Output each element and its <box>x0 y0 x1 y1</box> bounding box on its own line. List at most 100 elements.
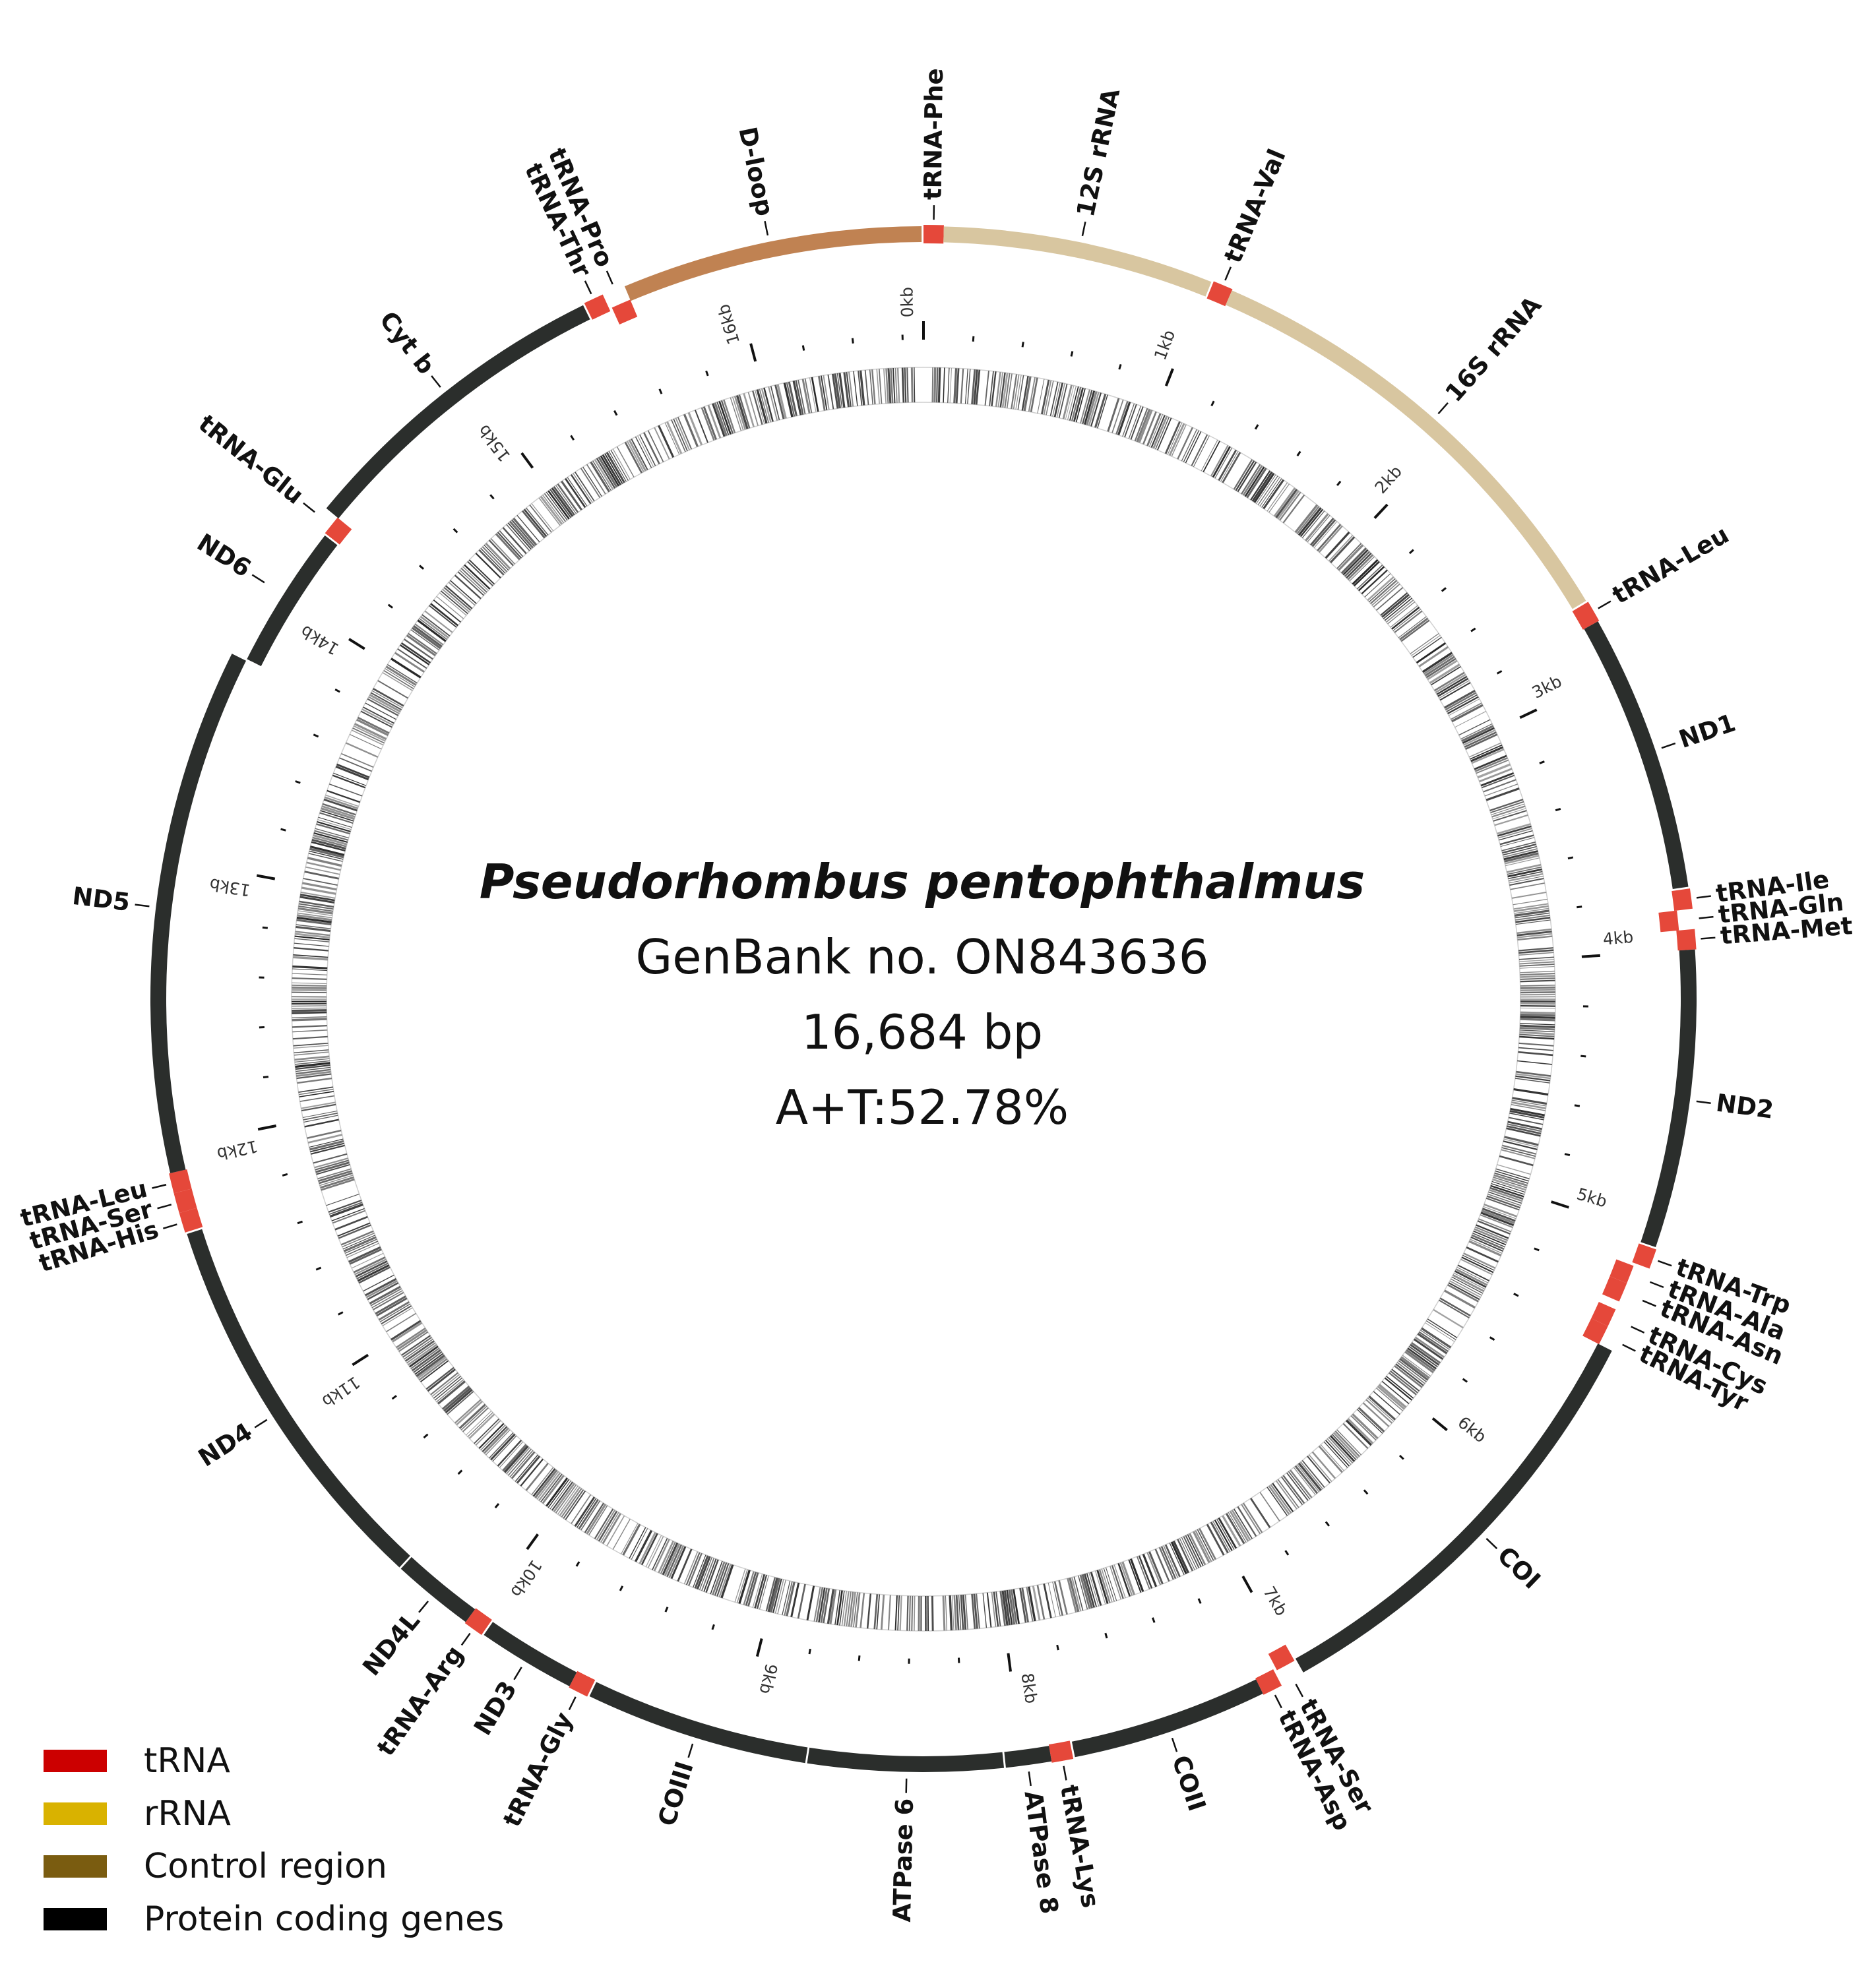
gc-stripe <box>1510 1107 1545 1117</box>
gc-stripe <box>1461 725 1494 743</box>
gc-stripe <box>398 1331 429 1352</box>
gc-stripe <box>606 452 625 483</box>
gc-stripe <box>373 1291 404 1310</box>
gc-stripe <box>292 1016 327 1019</box>
gc-stripe <box>571 1494 592 1524</box>
gc-stripe <box>417 1356 447 1379</box>
gc-stripe <box>1115 400 1129 435</box>
gc-stripe <box>343 1236 377 1252</box>
gc-stripe <box>456 1400 484 1426</box>
gc-stripe <box>815 1587 824 1622</box>
gc-stripe <box>1036 1585 1046 1620</box>
minor-tick <box>391 1395 397 1400</box>
gc-stripe <box>317 819 352 830</box>
gc-stripe <box>1448 1282 1480 1301</box>
gc-stripe <box>843 372 850 408</box>
gc-stripe <box>387 664 418 684</box>
gene-block-trna-gln <box>1658 910 1679 933</box>
gc-stripe <box>612 1518 631 1550</box>
gc-stripe <box>953 368 958 404</box>
major-tick <box>755 1638 763 1657</box>
gc-stripe <box>1187 1534 1204 1566</box>
gene-block-nd4l <box>400 1556 476 1622</box>
gc-stripe <box>1358 1407 1385 1432</box>
gc-stripe <box>328 1199 362 1213</box>
minor-tick <box>1296 450 1301 456</box>
gc-stripe <box>1346 552 1372 579</box>
gc-stripe <box>694 1555 709 1589</box>
minor-tick <box>1104 1632 1108 1639</box>
gc-stripe <box>653 1539 670 1572</box>
gc-stripe <box>1473 1230 1507 1246</box>
gc-stripe <box>1056 383 1065 418</box>
gc-stripe <box>1518 1047 1553 1051</box>
label-leader <box>687 1743 694 1758</box>
gc-stripe <box>1470 746 1504 762</box>
gc-stripe <box>1183 430 1200 462</box>
gc-stripe <box>503 1445 529 1473</box>
gc-stripe <box>1503 850 1538 861</box>
gc-stripe <box>1398 1360 1427 1382</box>
kb-label: 7kb <box>1259 1583 1291 1619</box>
gc-stripe <box>1242 465 1263 496</box>
gc-stripe <box>1121 1561 1136 1595</box>
gc-stripe <box>298 905 334 912</box>
gc-stripe <box>899 1595 902 1631</box>
gc-stripe <box>827 1589 834 1624</box>
gc-stripe <box>1041 379 1050 415</box>
gc-stripe <box>294 1049 329 1054</box>
gc-stripe <box>466 1411 492 1436</box>
gc-stripe <box>1069 1577 1080 1613</box>
gc-stripe <box>1235 460 1255 491</box>
gc-stripe <box>770 1578 781 1613</box>
minor-tick <box>1056 1644 1059 1651</box>
gc-stripe <box>962 1594 967 1630</box>
gc-stripe <box>1520 970 1555 973</box>
gc-stripe <box>1490 801 1524 814</box>
gc-stripe <box>866 1593 872 1629</box>
gene-block-trna-trp <box>1632 1243 1656 1269</box>
gc-stripe <box>1520 975 1555 978</box>
gc-stripe <box>367 1282 399 1301</box>
gc-stripe <box>971 369 976 405</box>
gc-stripe <box>1386 600 1414 623</box>
minor-tick <box>858 1655 861 1661</box>
legend-label-control-region: Control region <box>144 1847 387 1886</box>
gc-stripe <box>292 984 327 987</box>
gc-stripe <box>1167 422 1183 455</box>
gc-stripe <box>964 1594 968 1630</box>
gc-stripe <box>1030 377 1038 413</box>
gc-stripe <box>827 374 834 410</box>
gc-stripe <box>540 1473 563 1502</box>
gc-stripe <box>1491 1181 1526 1193</box>
gc-stripe <box>516 514 540 543</box>
gc-stripe <box>309 847 344 859</box>
gc-stripe <box>292 1024 327 1028</box>
gene-block-atpase-6 <box>807 1747 1005 1773</box>
gc-stripe <box>1256 474 1276 504</box>
gc-stripe <box>383 670 414 689</box>
gc-stripe <box>1519 1026 1555 1031</box>
gc-stripe <box>296 919 332 926</box>
gc-stripe <box>293 1042 328 1047</box>
gc-stripe <box>612 448 631 480</box>
gc-stripe <box>441 1385 470 1410</box>
gc-stripe <box>1520 1013 1555 1017</box>
gc-stripe <box>1463 729 1496 746</box>
gc-stripe <box>394 652 425 673</box>
gc-stripe <box>1499 1155 1534 1167</box>
gc-stripe <box>1427 660 1458 681</box>
gc-stripe <box>1512 1097 1548 1105</box>
gc-stripe <box>869 369 873 405</box>
gc-stripe <box>989 371 994 406</box>
label-leader <box>1661 742 1676 749</box>
gc-stripe <box>1356 565 1383 590</box>
gc-stripe <box>1394 1365 1423 1388</box>
gc-stripe <box>295 1060 330 1065</box>
minor-tick <box>1151 1617 1156 1623</box>
label-leader <box>1171 1737 1178 1752</box>
gc-stripe <box>743 393 755 427</box>
gc-stripe <box>695 410 708 443</box>
minor-tick <box>664 1607 669 1613</box>
gc-stripe <box>420 1360 449 1382</box>
